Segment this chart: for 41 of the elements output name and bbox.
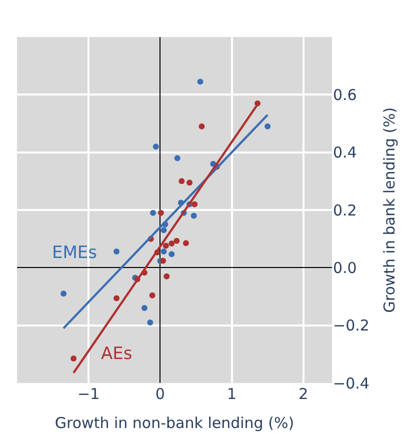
point	[174, 155, 180, 162]
y-tick-label: 0.4	[333, 144, 357, 162]
point	[198, 123, 205, 130]
y-axis-title: Growth in bank lending (%)	[380, 107, 398, 313]
point	[174, 238, 180, 244]
y-tick-label: −0.4	[333, 374, 370, 392]
point	[60, 290, 67, 297]
point	[114, 295, 120, 302]
x-tick-label: 0	[155, 385, 165, 403]
y-tick-label: 0.2	[333, 201, 357, 220]
point	[141, 305, 148, 312]
series-label: AEs	[101, 344, 132, 364]
point	[168, 251, 175, 258]
point	[186, 180, 193, 186]
point	[197, 78, 204, 85]
x-tick-label: 2	[298, 385, 308, 403]
x-tick-label: −1	[78, 385, 100, 403]
point	[162, 242, 169, 249]
x-tick-label: 1	[226, 385, 237, 403]
point	[114, 248, 120, 255]
point	[190, 212, 197, 219]
point	[164, 273, 170, 280]
point	[70, 355, 77, 362]
point	[149, 292, 156, 298]
point	[150, 210, 156, 216]
point	[192, 201, 198, 208]
point	[168, 240, 175, 246]
point	[160, 227, 167, 234]
point	[160, 248, 167, 255]
y-tick-label: 0.6	[333, 86, 357, 104]
point	[160, 258, 166, 264]
point	[152, 144, 159, 150]
y-tick-label: 0.0	[333, 258, 357, 277]
point	[178, 178, 185, 184]
x-axis-title: Growth in non-bank lending (%)	[54, 414, 294, 432]
point	[158, 210, 164, 216]
y-tick-label: −0.2	[333, 316, 370, 335]
series-label: EMEs	[52, 243, 98, 263]
point	[264, 123, 271, 130]
point	[182, 240, 189, 246]
point	[147, 319, 154, 326]
